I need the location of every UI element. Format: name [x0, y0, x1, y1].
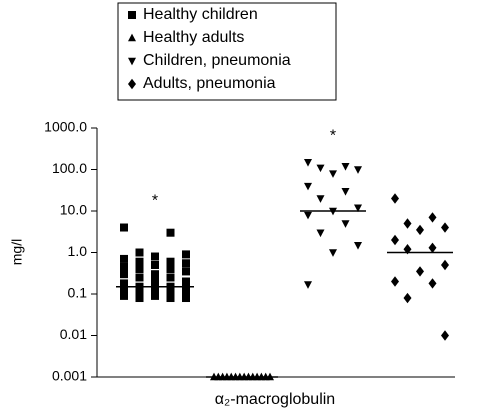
point [416, 224, 424, 236]
point [341, 187, 350, 196]
legend-label: Children, pneumonia [143, 52, 291, 69]
y-axis-label: mg/l [9, 239, 25, 265]
point [354, 204, 362, 213]
legend-label: Adults, pneumonia [143, 75, 276, 92]
point [354, 241, 362, 250]
point [441, 259, 449, 271]
point [166, 228, 175, 237]
point [166, 294, 175, 303]
legend-label: Healthy children [143, 6, 258, 23]
legend-box [117, 2, 337, 101]
y-tick-label: 0.001 [52, 368, 87, 384]
point [403, 218, 412, 229]
point [182, 290, 190, 298]
legend-marker [128, 33, 136, 42]
point [341, 220, 350, 228]
point [182, 283, 190, 292]
point [120, 254, 128, 263]
point [151, 270, 159, 279]
point [166, 288, 175, 297]
x-axis-label: α₂-macroglobulin [215, 391, 335, 408]
point [120, 223, 128, 232]
point [316, 195, 325, 203]
point [182, 259, 190, 268]
y-tick-label: 0.1 [68, 285, 88, 301]
point [135, 257, 144, 266]
point [316, 229, 325, 238]
y-tick-label: 1.0 [68, 243, 88, 259]
point [354, 166, 362, 174]
point [135, 290, 144, 298]
point [151, 277, 159, 286]
point [166, 257, 175, 266]
point [416, 266, 424, 277]
legend-label: Healthy adults [143, 29, 244, 46]
point [135, 294, 144, 303]
point [151, 285, 159, 294]
point [329, 170, 337, 178]
legend-marker [128, 11, 136, 19]
point [120, 291, 128, 300]
point [120, 262, 128, 271]
y-tick-label: 10.0 [60, 202, 87, 218]
point [391, 276, 399, 287]
point [182, 277, 190, 286]
point [441, 330, 449, 341]
point [341, 163, 350, 171]
point [428, 242, 437, 253]
y-tick-label: 1000.0 [44, 119, 87, 135]
point [151, 260, 159, 269]
point [135, 273, 144, 282]
point [329, 249, 337, 257]
point [120, 270, 128, 279]
point [151, 291, 159, 300]
point [135, 265, 144, 274]
y-tick-label: 100.0 [52, 160, 87, 176]
legend-marker [128, 57, 136, 66]
point [182, 267, 190, 276]
point [441, 222, 449, 233]
point [182, 294, 190, 303]
point [135, 248, 144, 257]
y-tick-label: 0.01 [60, 326, 87, 342]
point [182, 250, 190, 259]
point [391, 234, 399, 246]
point [166, 273, 175, 282]
point [304, 182, 312, 191]
point [304, 281, 312, 289]
point [120, 286, 128, 295]
point [304, 211, 312, 220]
point [316, 164, 325, 173]
annotation: * [152, 193, 158, 210]
point [304, 158, 312, 167]
point [428, 278, 437, 289]
point [166, 265, 175, 274]
point [428, 212, 437, 223]
legend-marker [128, 78, 136, 90]
point [151, 252, 159, 261]
point [120, 279, 128, 288]
annotation: * [330, 127, 336, 144]
point [403, 292, 412, 304]
point [391, 193, 399, 204]
